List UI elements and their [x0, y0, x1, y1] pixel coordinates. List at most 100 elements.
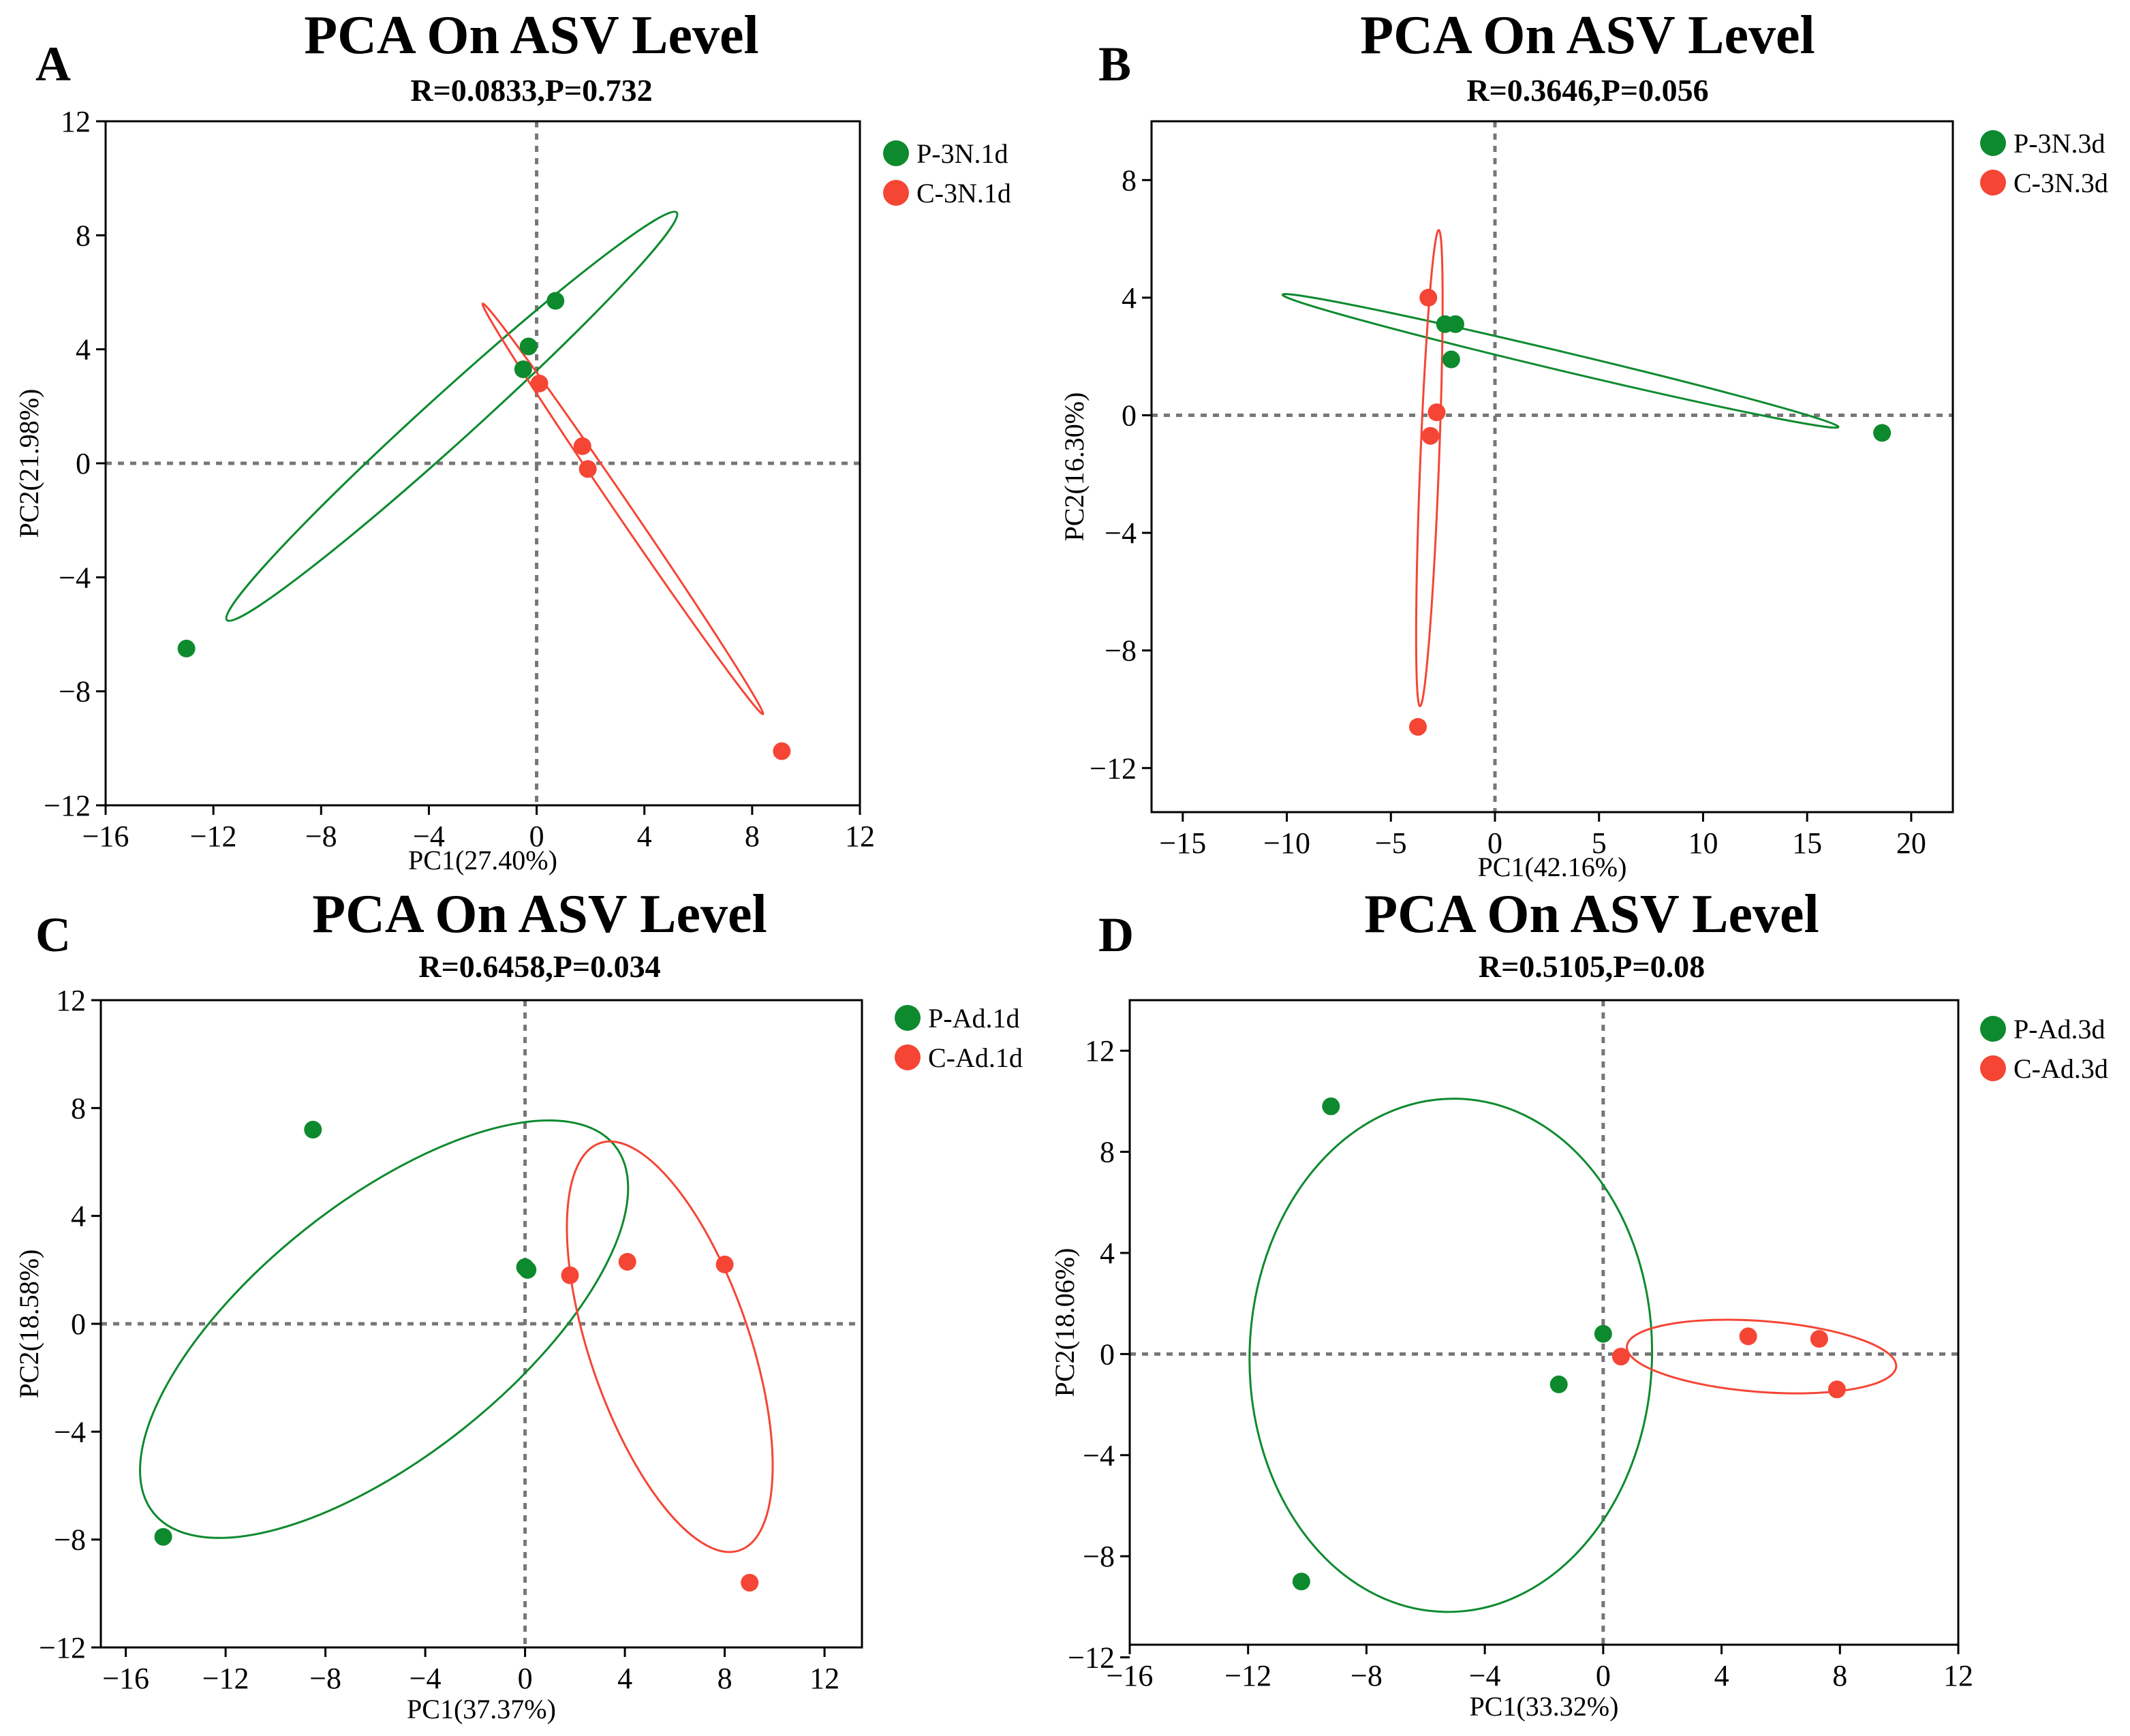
data-point-c: [618, 1252, 636, 1271]
panel-b: B PCA On ASV Level R=0.3646,P=0.056 −15 −10 −…: [1059, 5, 2108, 882]
legend-label: P-Ad.3d: [2013, 1014, 2105, 1044]
confidence-ellipse-c: [481, 303, 765, 715]
confidence-ellipse-p: [225, 211, 679, 622]
x-tick-label: −15: [1159, 826, 1206, 860]
x-tick-label: 8: [1832, 1659, 1847, 1692]
x-tick-label: 0: [529, 820, 544, 853]
x-tick-label: 20: [1896, 826, 1926, 860]
legend-label: C-Ad.3d: [2013, 1053, 2108, 1084]
y-tick-label: 4: [76, 333, 91, 367]
chart-subtitle: R=0.3646,P=0.056: [1466, 73, 1708, 108]
legend-marker-p: [895, 1005, 921, 1031]
y-tick-label: 8: [1122, 164, 1137, 197]
data-point-c: [573, 437, 591, 455]
y-tick-label: −4: [1105, 516, 1137, 550]
legend-label: P-3N.3d: [2013, 128, 2105, 159]
x-tick-label: 4: [637, 820, 652, 853]
x-tick-label: −5: [1375, 826, 1407, 860]
chart-title: PCA On ASV Level: [1360, 5, 1815, 65]
x-tick-label: −8: [1350, 1659, 1383, 1692]
chart-subtitle: R=0.5105,P=0.08: [1479, 949, 1705, 984]
panel-label: C: [35, 908, 71, 962]
x-tick-label: 5: [1592, 826, 1607, 860]
x-tick-label: 15: [1792, 826, 1822, 860]
y-axis-label: PC2(21.98%): [14, 389, 44, 538]
data-point-p: [519, 337, 538, 356]
data-point-p: [519, 1260, 537, 1279]
y-tick-label: −4: [59, 561, 91, 594]
data-point-c: [530, 374, 549, 392]
x-axis-label: PC1(37.37%): [407, 1694, 556, 1724]
y-tick-label: −8: [59, 675, 91, 709]
chart-subtitle: R=0.0833,P=0.732: [410, 73, 652, 108]
x-tick-label: 12: [809, 1662, 839, 1695]
data-point-c: [1419, 288, 1438, 307]
data-point-c: [773, 742, 791, 760]
data-point-c: [1739, 1327, 1757, 1346]
y-tick-label: −8: [1105, 634, 1137, 668]
data-point-c: [1611, 1348, 1630, 1366]
y-tick-label: 0: [1100, 1337, 1115, 1371]
y-axis-label: PC2(18.06%): [1049, 1248, 1080, 1397]
data-point-c: [1408, 717, 1427, 736]
y-tick-label: −4: [1083, 1439, 1115, 1472]
y-tick-label: 12: [61, 105, 91, 138]
y-tick-label: −12: [44, 789, 91, 822]
confidence-ellipse-p: [1281, 293, 1840, 429]
x-tick-label: 12: [1943, 1659, 1973, 1692]
y-tick-label: −12: [1090, 751, 1137, 785]
x-axis-label: PC1(27.40%): [408, 845, 557, 875]
chart-title: PCA On ASV Level: [1364, 884, 1819, 944]
x-tick-label: 0: [1487, 826, 1502, 860]
confidence-ellipse-p: [1248, 1098, 1654, 1613]
x-tick-label: −8: [309, 1662, 341, 1695]
x-tick-label: −4: [413, 820, 445, 853]
x-tick-label: −10: [1263, 826, 1310, 860]
data-point-p: [177, 639, 196, 657]
data-point-c: [561, 1266, 579, 1284]
x-tick-label: 8: [745, 820, 760, 853]
x-tick-label: −16: [82, 820, 129, 853]
y-tick-label: 0: [76, 447, 91, 480]
data-point-p: [154, 1528, 172, 1546]
panel-label: B: [1098, 37, 1131, 91]
data-point-c: [578, 460, 597, 478]
confidence-ellipse-c: [1415, 229, 1444, 708]
data-point-c: [715, 1255, 734, 1273]
data-point-c: [1810, 1330, 1828, 1348]
x-tick-label: −12: [1224, 1659, 1271, 1692]
y-tick-label: 4: [1100, 1237, 1115, 1270]
x-tick-label: 10: [1688, 826, 1718, 860]
data-point-p: [1873, 424, 1892, 442]
x-tick-label: 4: [617, 1662, 632, 1695]
y-tick-label: 4: [71, 1200, 86, 1233]
y-tick-label: 0: [1122, 399, 1137, 432]
confidence-ellipse-c: [566, 1140, 774, 1553]
legend-marker-c: [1980, 170, 2006, 196]
panel-label: D: [1098, 908, 1134, 962]
y-tick-label: 8: [1100, 1136, 1115, 1169]
legend-label: P-Ad.1d: [928, 1003, 1019, 1034]
legend-label: C-3N.1d: [916, 178, 1011, 208]
x-tick-label: −4: [410, 1662, 442, 1695]
x-axis-label: PC1(42.16%): [1478, 852, 1627, 882]
x-tick-label: 4: [1714, 1659, 1729, 1692]
legend-marker-p: [1980, 1016, 2006, 1042]
data-point-p: [1446, 315, 1464, 333]
y-tick-label: 8: [71, 1091, 86, 1125]
legend-marker-c: [883, 180, 909, 206]
x-tick-label: −12: [190, 820, 237, 853]
y-tick-label: 4: [1122, 281, 1137, 315]
confidence-ellipse-c: [1626, 1318, 1898, 1395]
legend-marker-p: [883, 140, 909, 166]
y-axis-label: PC2(18.58%): [14, 1250, 44, 1399]
chart-title: PCA On ASV Level: [304, 5, 759, 65]
panel-c: C PCA On ASV Level R=0.6458,P=0.034 −16 −12 −…: [14, 884, 1023, 1724]
plot-frame: [1150, 120, 1954, 813]
x-tick-label: 12: [845, 820, 875, 853]
data-point-p: [546, 292, 565, 310]
data-point-c: [1827, 1380, 1846, 1399]
x-tick-label: −8: [305, 820, 337, 853]
